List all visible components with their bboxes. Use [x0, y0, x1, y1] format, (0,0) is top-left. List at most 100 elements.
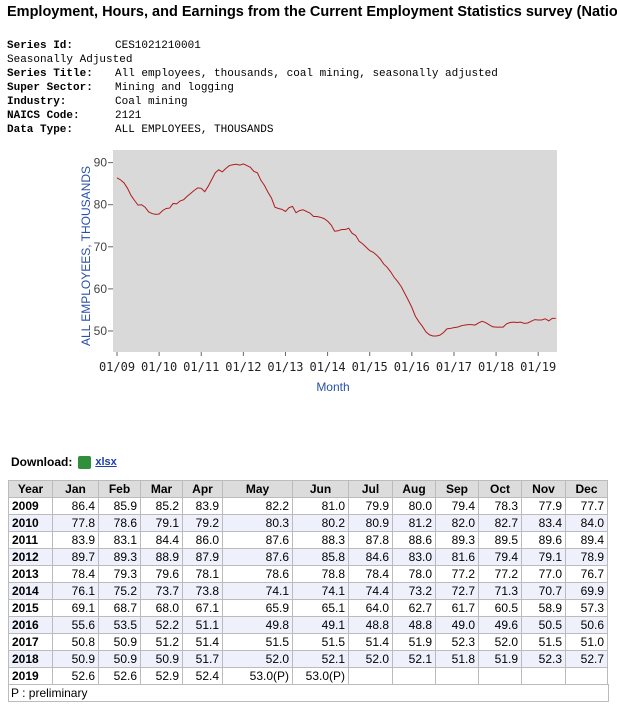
value-cell: 52.9	[140, 667, 183, 685]
info-text: Seasonally Adjusted	[7, 54, 133, 66]
series-info: Series Id: CES1021210001 Seasonally Adjust…	[7, 39, 498, 137]
value-cell: 78.4	[52, 565, 99, 583]
value-cell: 79.1	[140, 514, 183, 532]
value-cell: 69.9	[565, 582, 608, 600]
xlsx-link[interactable]: xlsx	[95, 456, 117, 468]
plot-area	[113, 150, 557, 352]
value-cell: 80.9	[348, 514, 393, 532]
value-cell: 53.0(P)	[292, 667, 349, 685]
value-cell: 83.0	[392, 548, 436, 566]
value-cell: 77.8	[52, 514, 99, 532]
value-cell	[478, 667, 522, 685]
value-cell: 84.6	[348, 548, 393, 566]
value-cell: 61.7	[435, 599, 479, 617]
value-cell	[435, 667, 479, 685]
value-cell	[565, 667, 608, 685]
value-cell: 89.7	[52, 548, 99, 566]
page-title: Employment, Hours, and Earnings from the…	[7, 4, 617, 20]
column-header: Feb	[98, 480, 141, 498]
info-value: Mining and logging	[115, 82, 234, 94]
value-cell: 82.0	[435, 514, 479, 532]
info-row: Series Id: CES1021210001	[7, 39, 498, 53]
value-cell: 50.9	[52, 650, 99, 668]
table-head: Year Jan Feb Mar Apr May Jun Jul Aug Sep Oct Nov Dec	[8, 480, 608, 498]
column-header: Year	[8, 480, 53, 498]
table-row: 2018 50.9 50.9 50.9 51.7 52.0 52.1 52.0 52.1 51.8…	[8, 650, 608, 668]
value-cell: 80.2	[292, 514, 349, 532]
value-cell: 50.9	[140, 650, 183, 668]
info-row: Super Sector: Mining and logging	[7, 81, 498, 95]
value-cell	[348, 667, 393, 685]
value-cell: 52.6	[52, 667, 99, 685]
value-cell: 68.0	[140, 599, 183, 617]
value-cell: 78.9	[565, 548, 608, 566]
x-tick-label: 01/17	[436, 360, 472, 374]
value-cell: 86.0	[182, 531, 223, 549]
value-cell: 79.3	[98, 565, 141, 583]
value-cell: 51.5	[292, 633, 349, 651]
value-cell: 67.1	[182, 599, 223, 617]
x-tick-label: 01/19	[520, 360, 556, 374]
table-row: 2013 78.4 79.3 79.6 78.1 78.6 78.8 78.4 78.0 77.2…	[8, 565, 608, 583]
value-cell: 83.9	[182, 497, 223, 515]
value-cell: 87.8	[348, 531, 393, 549]
value-cell	[521, 667, 566, 685]
value-cell: 49.0	[435, 616, 479, 634]
year-cell: 2012	[8, 548, 53, 566]
y-tick-label: 80	[94, 198, 108, 212]
value-cell: 89.6	[521, 531, 566, 549]
value-cell: 80.3	[222, 514, 293, 532]
column-header: Jul	[348, 480, 393, 498]
info-value: 2121	[115, 110, 142, 122]
value-cell: 77.2	[435, 565, 479, 583]
header-row: Year Jan Feb Mar Apr May Jun Jul Aug Sep Oct Nov Dec	[8, 480, 608, 498]
value-cell: 84.4	[140, 531, 183, 549]
y-tick-label: 90	[94, 156, 108, 170]
value-cell: 52.4	[182, 667, 223, 685]
column-header: Dec	[565, 480, 608, 498]
column-header: May	[222, 480, 293, 498]
year-cell: 2016	[8, 616, 53, 634]
value-cell: 51.5	[521, 633, 566, 651]
info-value: All employees, thousands, coal mining, s…	[115, 68, 498, 80]
column-header: Apr	[182, 480, 223, 498]
y-tick-label: 60	[94, 282, 108, 296]
column-header: Aug	[392, 480, 436, 498]
value-cell: 50.9	[98, 650, 141, 668]
value-cell: 51.2	[140, 633, 183, 651]
value-cell: 82.2	[222, 497, 293, 515]
info-label: Super Sector:	[7, 82, 93, 94]
table-row: 2009 86.4 85.9 85.2 83.9 82.2 81.0 79.9 80.0 79.4…	[8, 497, 608, 515]
value-cell: 84.0	[565, 514, 608, 532]
value-cell: 51.4	[348, 633, 393, 651]
info-value: ALL EMPLOYEES, THOUSANDS	[115, 124, 274, 136]
value-cell: 50.6	[565, 616, 608, 634]
x-tick-label: 01/11	[183, 360, 219, 374]
value-cell: 89.3	[435, 531, 479, 549]
column-header: Nov	[521, 480, 566, 498]
value-cell: 51.0	[565, 633, 608, 651]
x-tick-label: 01/13	[267, 360, 303, 374]
value-cell: 76.7	[565, 565, 608, 583]
value-cell: 88.6	[392, 531, 436, 549]
value-cell: 65.1	[292, 599, 349, 617]
info-row: Data Type: ALL EMPLOYEES, THOUSANDS	[7, 123, 498, 137]
year-cell: 2015	[8, 599, 53, 617]
value-cell: 52.2	[140, 616, 183, 634]
year-cell: 2011	[8, 531, 53, 549]
value-cell: 60.5	[478, 599, 522, 617]
info-row: NAICS Code: 2121	[7, 109, 498, 123]
value-cell: 75.2	[98, 582, 141, 600]
value-cell: 77.7	[565, 497, 608, 515]
value-cell: 52.0	[348, 650, 393, 668]
table-row: 2011 83.9 83.1 84.4 86.0 87.6 88.3 87.8 88.6 89.3…	[8, 531, 608, 549]
info-row: Industry: Coal mining	[7, 95, 498, 109]
value-cell: 51.1	[182, 616, 223, 634]
year-cell: 2010	[8, 514, 53, 532]
table-row: 2014 76.1 75.2 73.7 73.8 74.1 74.1 74.4 73.2 72.7…	[8, 582, 608, 600]
footnote: P : preliminary	[8, 684, 609, 702]
value-cell: 78.3	[478, 497, 522, 515]
download-bar: Download: xlsx	[11, 455, 117, 469]
value-cell: 74.1	[222, 582, 293, 600]
